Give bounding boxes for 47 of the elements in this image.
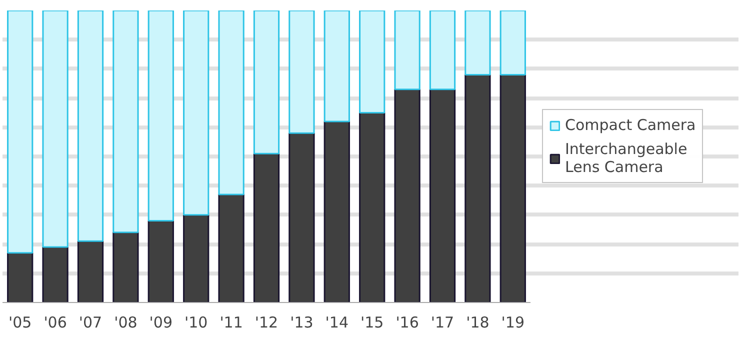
x-tick-label: '11 <box>220 314 243 332</box>
bar <box>183 214 210 302</box>
bar <box>464 10 491 76</box>
bar <box>112 10 139 234</box>
x-tick-label: '06 <box>44 314 67 332</box>
bar <box>148 10 174 222</box>
x-tick-label: '16 <box>396 314 419 332</box>
bar <box>288 132 315 302</box>
bar <box>429 10 456 90</box>
bar <box>7 10 34 254</box>
bar <box>42 10 68 248</box>
x-tick-label: '07 <box>78 314 102 332</box>
x-tick-label: '14 <box>325 314 349 332</box>
x-tick-label: '18 <box>466 314 490 332</box>
bar <box>394 88 420 302</box>
x-tick-label: '10 <box>184 314 208 332</box>
legend-label: Compact Camera <box>565 116 696 134</box>
x-tick-label: '05 <box>8 314 32 332</box>
bar <box>429 88 456 302</box>
legend-label: Interchangeable Lens Camera <box>565 140 688 176</box>
x-tick-label: '13 <box>290 314 314 332</box>
bar <box>324 10 350 122</box>
bar <box>77 10 104 242</box>
x-tick-label: '19 <box>501 314 525 332</box>
x-tick-label: '17 <box>430 314 454 332</box>
bar <box>42 246 68 302</box>
bar <box>253 152 280 302</box>
bar <box>288 10 315 134</box>
bar <box>359 10 386 114</box>
bar <box>500 74 526 302</box>
bar <box>218 194 244 302</box>
bar <box>183 10 210 216</box>
x-tick-label: '15 <box>360 314 384 332</box>
bar <box>359 112 386 302</box>
bar <box>394 10 420 90</box>
bar <box>148 220 174 302</box>
bar <box>77 240 104 302</box>
bar <box>7 252 34 302</box>
bar <box>112 232 139 302</box>
bar <box>324 120 350 302</box>
x-tick-label: '09 <box>149 314 173 332</box>
bar <box>500 10 526 76</box>
x-tick-label: '08 <box>114 314 138 332</box>
bar <box>253 10 280 154</box>
bar <box>464 74 491 302</box>
x-tick-label: '12 <box>254 314 278 332</box>
bar <box>218 10 244 196</box>
